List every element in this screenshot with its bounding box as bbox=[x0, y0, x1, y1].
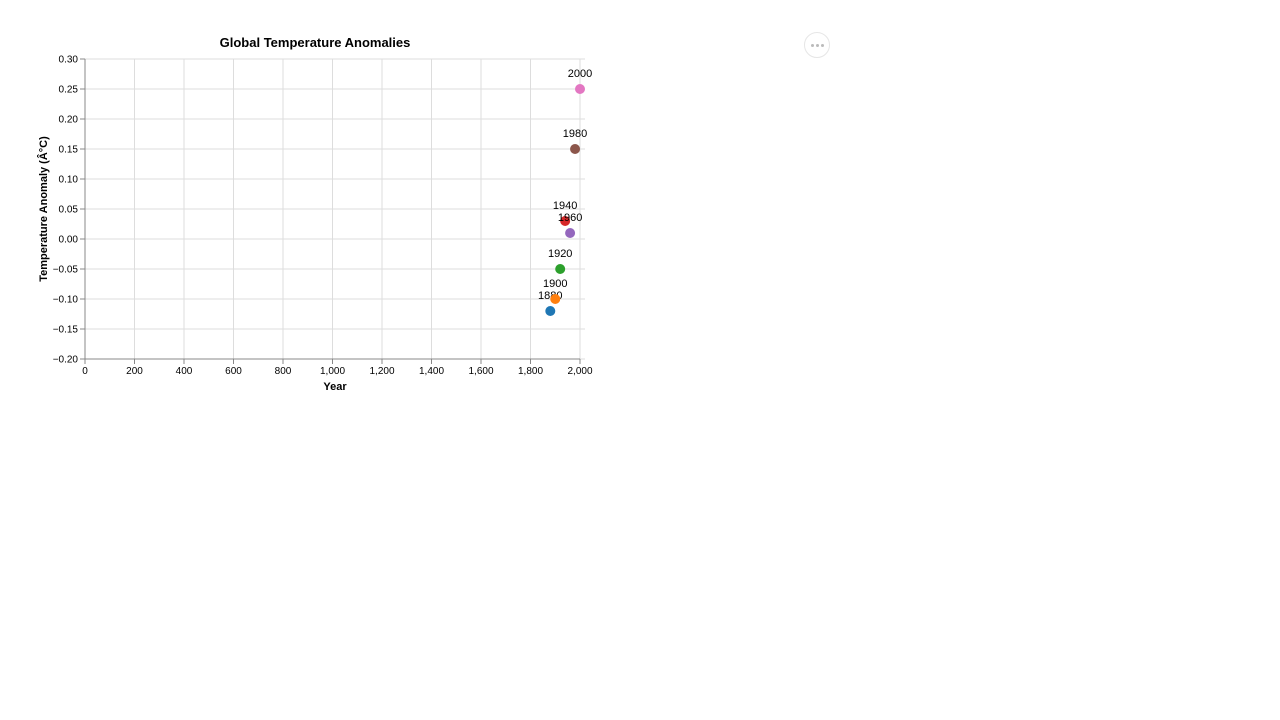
chart-actions-menu-button[interactable] bbox=[804, 32, 830, 58]
data-label-1900: 1900 bbox=[543, 278, 567, 290]
y-tick-label: 0.10 bbox=[59, 175, 79, 186]
x-tick-label: 400 bbox=[176, 366, 193, 377]
x-tick-label: 2,000 bbox=[567, 366, 592, 377]
data-point-1960[interactable] bbox=[565, 228, 576, 238]
more-horizontal-icon bbox=[810, 43, 825, 47]
data-point-1940[interactable] bbox=[560, 216, 571, 226]
data-point-1920[interactable] bbox=[555, 264, 566, 274]
x-tick-label: 1,600 bbox=[468, 366, 493, 377]
data-point-1980[interactable] bbox=[570, 144, 581, 154]
y-tick-label: 0.20 bbox=[59, 115, 79, 126]
y-tick-label: −0.15 bbox=[53, 325, 79, 336]
y-tick-label: 0.00 bbox=[59, 235, 79, 246]
data-point-1880[interactable] bbox=[545, 306, 556, 316]
x-axis-title: Year bbox=[323, 381, 347, 393]
x-tick-label: 600 bbox=[225, 366, 242, 377]
data-label-1980: 1980 bbox=[563, 128, 587, 140]
x-tick-label: 1,200 bbox=[369, 366, 394, 377]
y-axis-title: Temperature Anomaly (Â°C) bbox=[37, 136, 50, 282]
y-tick-label: 0.05 bbox=[59, 205, 79, 216]
y-tick-label: 0.25 bbox=[59, 85, 79, 96]
ticks: 0.30 0.25 0.20 0.15 0.10 0.05 0.00 −0.05 −0.10 −0… bbox=[53, 55, 593, 378]
x-tick-label: 200 bbox=[126, 366, 143, 377]
chart-title: Global Temperature Anomalies bbox=[220, 35, 411, 50]
data-label-1920: 1920 bbox=[548, 248, 572, 260]
x-tick-label: 1,400 bbox=[419, 366, 444, 377]
y-tick-label: 0.15 bbox=[59, 145, 79, 156]
x-tick-label: 1,800 bbox=[518, 366, 543, 377]
data-point-1900[interactable] bbox=[550, 294, 561, 304]
x-tick-label: 800 bbox=[275, 366, 292, 377]
data-point-2000[interactable] bbox=[575, 84, 585, 94]
x-tick-label: 0 bbox=[82, 366, 88, 377]
data-label-1960: 1960 bbox=[558, 212, 582, 224]
data-label-1940: 1940 bbox=[553, 200, 577, 212]
y-tick-label: −0.10 bbox=[53, 295, 79, 306]
y-tick-label: −0.05 bbox=[53, 265, 79, 276]
y-tick-label: 0.30 bbox=[59, 55, 79, 66]
data-label-2000: 2000 bbox=[568, 68, 592, 80]
x-tick-label: 1,000 bbox=[320, 366, 345, 377]
y-tick-label: −0.20 bbox=[53, 355, 79, 366]
grid bbox=[84, 58, 585, 360]
